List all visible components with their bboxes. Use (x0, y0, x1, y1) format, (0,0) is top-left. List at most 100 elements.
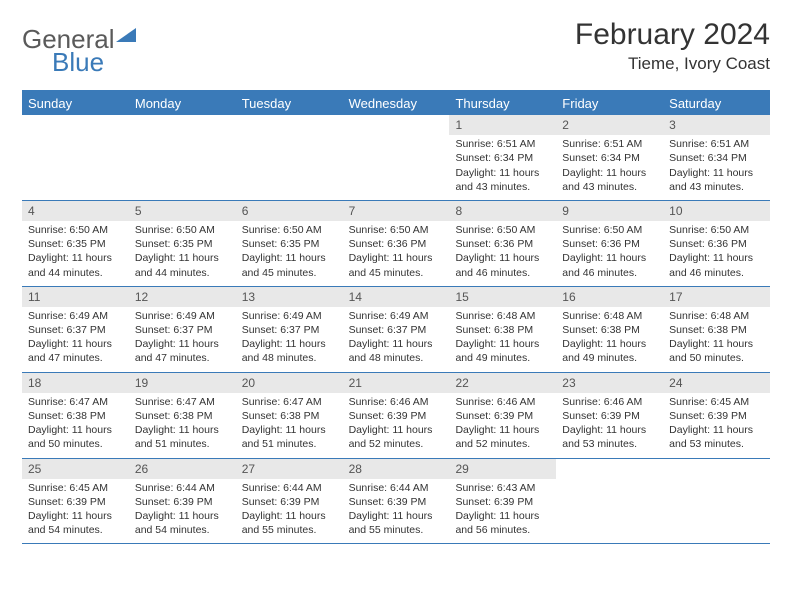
day-content: Sunrise: 6:44 AMSunset: 6:39 PMDaylight:… (343, 479, 450, 544)
day-number: 18 (22, 373, 129, 393)
day-number: 28 (343, 459, 450, 479)
day-header-row: SundayMondayTuesdayWednesdayThursdayFrid… (22, 92, 770, 115)
sunset-text: Sunset: 6:38 PM (455, 323, 550, 337)
location-label: Tieme, Ivory Coast (575, 54, 770, 74)
daylight-text: Daylight: 11 hours and 52 minutes. (455, 423, 550, 451)
day-cell: 7Sunrise: 6:50 AMSunset: 6:36 PMDaylight… (343, 201, 450, 286)
day-number: 16 (556, 287, 663, 307)
daylight-text: Daylight: 11 hours and 47 minutes. (135, 337, 230, 365)
month-title: February 2024 (575, 18, 770, 52)
day-content: Sunrise: 6:43 AMSunset: 6:39 PMDaylight:… (449, 479, 556, 544)
sunrise-text: Sunrise: 6:43 AM (455, 481, 550, 495)
week-row: 1Sunrise: 6:51 AMSunset: 6:34 PMDaylight… (22, 115, 770, 201)
day-content: Sunrise: 6:49 AMSunset: 6:37 PMDaylight:… (236, 307, 343, 372)
day-number: 5 (129, 201, 236, 221)
week-row: 11Sunrise: 6:49 AMSunset: 6:37 PMDayligh… (22, 287, 770, 373)
sunrise-text: Sunrise: 6:50 AM (28, 223, 123, 237)
sunset-text: Sunset: 6:38 PM (135, 409, 230, 423)
day-cell: 10Sunrise: 6:50 AMSunset: 6:36 PMDayligh… (663, 201, 770, 286)
day-cell: 24Sunrise: 6:45 AMSunset: 6:39 PMDayligh… (663, 373, 770, 458)
sunrise-text: Sunrise: 6:48 AM (455, 309, 550, 323)
daylight-text: Daylight: 11 hours and 48 minutes. (349, 337, 444, 365)
day-number: 6 (236, 201, 343, 221)
daylight-text: Daylight: 11 hours and 45 minutes. (349, 251, 444, 279)
day-header-tuesday: Tuesday (236, 92, 343, 115)
day-content: Sunrise: 6:44 AMSunset: 6:39 PMDaylight:… (236, 479, 343, 544)
page-header: GeneralBlue February 2024 Tieme, Ivory C… (22, 18, 770, 78)
day-cell: 12Sunrise: 6:49 AMSunset: 6:37 PMDayligh… (129, 287, 236, 372)
day-number: 13 (236, 287, 343, 307)
sunset-text: Sunset: 6:37 PM (28, 323, 123, 337)
daylight-text: Daylight: 11 hours and 56 minutes. (455, 509, 550, 537)
day-number: 26 (129, 459, 236, 479)
sunrise-text: Sunrise: 6:50 AM (669, 223, 764, 237)
day-header-wednesday: Wednesday (343, 92, 450, 115)
sunrise-text: Sunrise: 6:50 AM (562, 223, 657, 237)
day-cell: 15Sunrise: 6:48 AMSunset: 6:38 PMDayligh… (449, 287, 556, 372)
sunset-text: Sunset: 6:39 PM (349, 495, 444, 509)
day-cell: 22Sunrise: 6:46 AMSunset: 6:39 PMDayligh… (449, 373, 556, 458)
sunset-text: Sunset: 6:39 PM (455, 409, 550, 423)
day-cell: 20Sunrise: 6:47 AMSunset: 6:38 PMDayligh… (236, 373, 343, 458)
daylight-text: Daylight: 11 hours and 45 minutes. (242, 251, 337, 279)
day-header-monday: Monday (129, 92, 236, 115)
day-number: 2 (556, 115, 663, 135)
sunset-text: Sunset: 6:35 PM (135, 237, 230, 251)
logo: GeneralBlue (22, 24, 136, 78)
sunset-text: Sunset: 6:36 PM (669, 237, 764, 251)
day-cell: 6Sunrise: 6:50 AMSunset: 6:35 PMDaylight… (236, 201, 343, 286)
day-number: 21 (343, 373, 450, 393)
daylight-text: Daylight: 11 hours and 46 minutes. (562, 251, 657, 279)
day-number: 8 (449, 201, 556, 221)
day-content: Sunrise: 6:51 AMSunset: 6:34 PMDaylight:… (663, 135, 770, 200)
sunrise-text: Sunrise: 6:48 AM (669, 309, 764, 323)
day-cell: 5Sunrise: 6:50 AMSunset: 6:35 PMDaylight… (129, 201, 236, 286)
day-number: 15 (449, 287, 556, 307)
day-content: Sunrise: 6:47 AMSunset: 6:38 PMDaylight:… (236, 393, 343, 458)
sunset-text: Sunset: 6:37 PM (242, 323, 337, 337)
sunrise-text: Sunrise: 6:46 AM (562, 395, 657, 409)
day-cell: 16Sunrise: 6:48 AMSunset: 6:38 PMDayligh… (556, 287, 663, 372)
week-row: 18 Sunrise: 6:47 AMSunset: 6:38 PMDayligh… (22, 373, 770, 459)
day-number: 17 (663, 287, 770, 307)
day-number: 7 (343, 201, 450, 221)
day-content: Sunrise: 6:48 AMSunset: 6:38 PMDaylight:… (556, 307, 663, 372)
daylight-text: Daylight: 11 hours and 50 minutes. (669, 337, 764, 365)
sunrise-text: Sunrise: 6:49 AM (28, 309, 123, 323)
day-header-thursday: Thursday (449, 92, 556, 115)
day-content: Sunrise: 6:50 AMSunset: 6:35 PMDaylight:… (236, 221, 343, 286)
week-row: 4Sunrise: 6:50 AMSunset: 6:35 PMDaylight… (22, 201, 770, 287)
day-content: Sunrise: 6:49 AMSunset: 6:37 PMDaylight:… (22, 307, 129, 372)
day-content: Sunrise: 6:46 AMSunset: 6:39 PMDaylight:… (556, 393, 663, 458)
daylight-text: Daylight: 11 hours and 51 minutes. (242, 423, 337, 451)
daylight-text: Daylight: 11 hours and 52 minutes. (349, 423, 444, 451)
day-number: 29 (449, 459, 556, 479)
daylight-text: Daylight: 11 hours and 44 minutes. (28, 251, 123, 279)
sunset-text: Sunset: 6:36 PM (562, 237, 657, 251)
sunrise-text: Sunrise: 6:50 AM (349, 223, 444, 237)
daylight-text: Daylight: 11 hours and 43 minutes. (669, 166, 764, 194)
day-content: Sunrise: 6:50 AMSunset: 6:36 PMDaylight:… (343, 221, 450, 286)
day-cell: 3Sunrise: 6:51 AMSunset: 6:34 PMDaylight… (663, 115, 770, 200)
day-number: 12 (129, 287, 236, 307)
day-cell: 23Sunrise: 6:46 AMSunset: 6:39 PMDayligh… (556, 373, 663, 458)
daylight-text: Daylight: 11 hours and 53 minutes. (562, 423, 657, 451)
weeks-container: 1Sunrise: 6:51 AMSunset: 6:34 PMDaylight… (22, 115, 770, 544)
sunrise-text: Sunrise: 6:49 AM (242, 309, 337, 323)
day-cell: 28Sunrise: 6:44 AMSunset: 6:39 PMDayligh… (343, 459, 450, 544)
day-cell: 8Sunrise: 6:50 AMSunset: 6:36 PMDaylight… (449, 201, 556, 286)
day-content: Sunrise: 6:48 AMSunset: 6:38 PMDaylight:… (663, 307, 770, 372)
daylight-text: Daylight: 11 hours and 46 minutes. (455, 251, 550, 279)
day-content: Sunrise: 6:49 AMSunset: 6:37 PMDaylight:… (129, 307, 236, 372)
day-content: Sunrise: 6:49 AMSunset: 6:37 PMDaylight:… (343, 307, 450, 372)
day-number: 10 (663, 201, 770, 221)
day-content: Sunrise: 6:50 AMSunset: 6:35 PMDaylight:… (22, 221, 129, 286)
day-cell: 13Sunrise: 6:49 AMSunset: 6:37 PMDayligh… (236, 287, 343, 372)
day-cell (663, 459, 770, 544)
day-number: 24 (663, 373, 770, 393)
daylight-text: Daylight: 11 hours and 48 minutes. (242, 337, 337, 365)
day-number: 27 (236, 459, 343, 479)
daylight-text: Daylight: 11 hours and 47 minutes. (28, 337, 123, 365)
day-cell: 19Sunrise: 6:47 AMSunset: 6:38 PMDayligh… (129, 373, 236, 458)
sunset-text: Sunset: 6:35 PM (242, 237, 337, 251)
